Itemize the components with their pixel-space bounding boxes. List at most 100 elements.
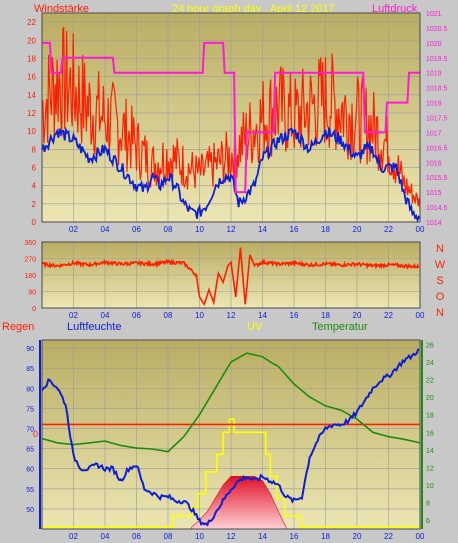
wind-axis-label: Windstärke xyxy=(34,3,89,15)
temperature-y-ticks: 6 8 10 12 14 16 18 20 22 24 26 xyxy=(426,342,434,525)
pressure-y-tick: 1014.5 xyxy=(426,205,448,212)
humidity-y-tick: 85 xyxy=(26,366,34,373)
x-tick-label: 08 xyxy=(164,225,173,234)
pressure-y-tick: 1016 xyxy=(426,160,442,167)
x-tick-label: 18 xyxy=(321,311,330,320)
pressure-y-tick: 1020.5 xyxy=(426,26,448,33)
pressure-y-tick: 1017 xyxy=(426,130,442,137)
uv-line xyxy=(42,418,420,528)
humidity-y-tick: 90 xyxy=(26,346,34,353)
wind-y-tick: 4 xyxy=(32,182,37,191)
wind-plot-border xyxy=(41,12,421,223)
pressure-y-tick: 1021 xyxy=(426,11,442,18)
x-tick-label: 08 xyxy=(164,311,173,320)
x-tick-label: 04 xyxy=(101,532,110,541)
compass-label: W xyxy=(435,259,446,271)
compass-label: N xyxy=(436,243,444,255)
temperature-y-tick: 14 xyxy=(426,448,434,455)
wind-y-tick: 2 xyxy=(32,200,37,209)
temperature-y-tick: 10 xyxy=(426,483,434,490)
wind-y-tick: 6 xyxy=(32,163,37,172)
x-tick-label: 16 xyxy=(290,311,299,320)
humidity-y-tick: 80 xyxy=(26,386,34,393)
x-tick-label: 04 xyxy=(101,311,110,320)
compass-label: S xyxy=(436,275,443,287)
temperature-y-tick: 12 xyxy=(426,465,434,472)
wind-average-line xyxy=(41,126,421,224)
humidity-line xyxy=(41,348,420,527)
x-tick-label: 18 xyxy=(321,225,330,234)
humidity-y-tick: 65 xyxy=(26,447,34,454)
wind-y-ticks: 0 2 4 6 8 10 12 14 16 18 20 22 xyxy=(27,18,36,227)
pressure-y-tick: 1019.5 xyxy=(426,56,448,63)
x-tick-label: 14 xyxy=(258,532,267,541)
rain-zero-label: 0 xyxy=(33,429,38,439)
x-tick-label: 16 xyxy=(290,225,299,234)
wind-y-tick: 0 xyxy=(32,218,37,227)
x-tick-label: 18 xyxy=(321,532,330,541)
x-tick-label: 10 xyxy=(195,225,204,234)
direction-y-ticks: 0 90 180 270 360 xyxy=(24,240,36,313)
x-tick-label: 22 xyxy=(384,532,393,541)
temperature-y-tick: 20 xyxy=(426,395,434,402)
temperature-y-tick: 22 xyxy=(426,378,434,385)
x-tick-label: 02 xyxy=(69,225,78,234)
humidity-y-tick: 60 xyxy=(26,467,34,474)
pressure-y-tick: 1018.5 xyxy=(426,86,448,93)
x-tick-label: 14 xyxy=(258,311,267,320)
humidity-y-ticks: 50 55 60 65 70 75 80 85 90 xyxy=(26,346,34,514)
temperature-y-tick: 26 xyxy=(426,342,434,349)
temperature-label: Temperatur xyxy=(312,321,368,333)
x-tick-label: 10 xyxy=(195,532,204,541)
humidity-label: Luftfeuchte xyxy=(67,321,121,333)
direction-y-tick: 360 xyxy=(24,240,36,247)
climate-x-ticks: 02 04 06 08 10 12 14 16 18 20 22 00 xyxy=(69,532,425,541)
x-tick-label: 00 xyxy=(416,311,425,320)
pressure-y-tick: 1015.5 xyxy=(426,175,448,182)
humidity-y-tick: 55 xyxy=(26,487,34,494)
x-tick-label: 10 xyxy=(195,311,204,320)
chart-title: 24 hour graph day , April 12 2017 xyxy=(172,3,335,15)
wind-x-ticks: 02 04 06 08 10 12 14 16 18 20 22 00 xyxy=(69,225,425,234)
x-tick-label: 00 xyxy=(416,532,425,541)
wind-y-tick: 8 xyxy=(32,145,37,154)
x-tick-label: 08 xyxy=(164,532,173,541)
x-tick-label: 02 xyxy=(69,311,78,320)
x-tick-label: 20 xyxy=(353,311,362,320)
x-tick-label: 20 xyxy=(353,532,362,541)
wind-gust-line xyxy=(41,26,421,210)
x-tick-label: 04 xyxy=(101,225,110,234)
direction-plot-border xyxy=(41,241,421,309)
pressure-y-tick: 1019 xyxy=(426,71,442,78)
x-tick-label: 06 xyxy=(132,225,141,234)
x-tick-label: 20 xyxy=(353,225,362,234)
x-tick-label: 16 xyxy=(290,532,299,541)
x-tick-label: 12 xyxy=(227,532,236,541)
wind-y-tick: 22 xyxy=(27,18,36,27)
temperature-y-tick: 16 xyxy=(426,430,434,437)
pressure-axis-label: Luftdruck xyxy=(372,3,418,15)
direction-y-tick: 90 xyxy=(28,290,36,297)
x-tick-label: 02 xyxy=(69,532,78,541)
humidity-y-tick: 75 xyxy=(26,406,34,413)
compass-label: N xyxy=(436,307,444,319)
pressure-y-ticks: 1014 1014.5 1015 1015.5 1016 1016.5 1017 1017.5… xyxy=(426,11,448,227)
pressure-y-tick: 1020 xyxy=(426,41,442,48)
x-tick-label: 06 xyxy=(132,311,141,320)
pressure-y-tick: 1018 xyxy=(426,101,442,108)
temperature-y-tick: 6 xyxy=(426,518,430,525)
x-tick-label: 12 xyxy=(227,225,236,234)
temperature-y-tick: 24 xyxy=(426,360,434,367)
wind-y-tick: 14 xyxy=(27,91,36,100)
pressure-y-tick: 1016.5 xyxy=(426,145,448,152)
wind-y-tick: 10 xyxy=(27,127,36,136)
humidity-y-tick: 50 xyxy=(26,507,34,514)
temperature-line xyxy=(41,352,421,453)
x-tick-label: 22 xyxy=(384,225,393,234)
wind-series xyxy=(41,26,421,224)
temperature-y-tick: 8 xyxy=(426,501,430,508)
direction-series xyxy=(41,247,420,307)
